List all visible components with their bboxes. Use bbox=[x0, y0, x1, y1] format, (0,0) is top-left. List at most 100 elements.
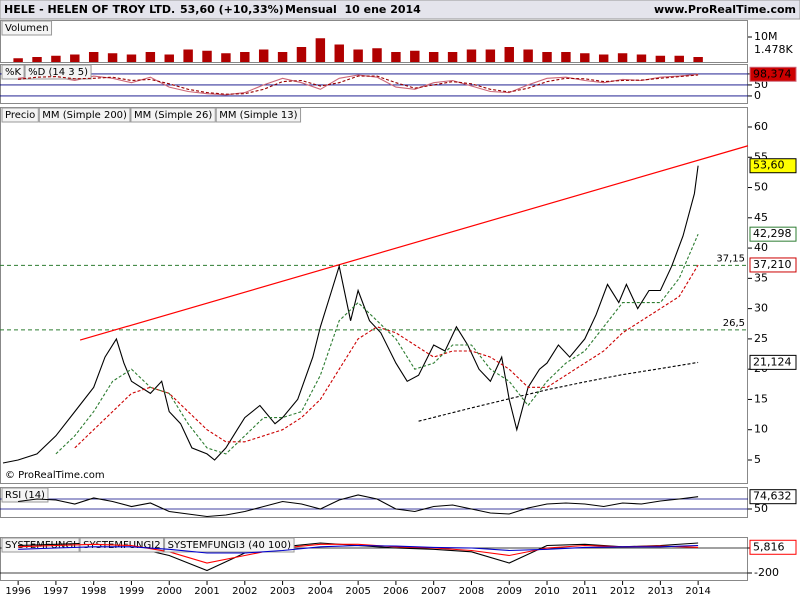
volume-bar bbox=[391, 52, 401, 62]
legend-box bbox=[1, 107, 39, 123]
panel bbox=[0, 537, 748, 581]
panel bbox=[0, 20, 748, 63]
trendline bbox=[79, 145, 749, 341]
last-value-label: 53,60 bbox=[753, 159, 785, 172]
volume-bar bbox=[617, 53, 628, 62]
y-tick-label: 10M bbox=[754, 30, 778, 43]
legend-entry: %D (14 3 5) bbox=[28, 67, 88, 78]
volume-bar bbox=[693, 57, 703, 62]
volume-bar bbox=[145, 52, 156, 62]
panel bbox=[0, 107, 748, 484]
x-tick-label: 2003 bbox=[270, 586, 295, 597]
x-tick-label: 1997 bbox=[43, 586, 68, 597]
volume-bar bbox=[70, 54, 80, 62]
y-tick-label: 60 bbox=[754, 120, 768, 133]
y-tick-label: -200 bbox=[754, 566, 779, 579]
y-tick-label: 15 bbox=[754, 392, 768, 405]
x-tick-label: 2011 bbox=[572, 586, 597, 597]
volume-bar bbox=[410, 50, 420, 62]
x-tick-label: 2008 bbox=[459, 586, 484, 597]
volume-bar bbox=[655, 55, 666, 62]
volume-bar bbox=[13, 58, 23, 62]
y-tick-label: 45 bbox=[754, 211, 768, 224]
legend-box bbox=[215, 107, 302, 123]
last-value-box bbox=[749, 354, 797, 370]
x-tick-label: 2009 bbox=[497, 586, 522, 597]
volume-bar bbox=[221, 53, 231, 62]
x-tick-label: 2004 bbox=[308, 586, 333, 597]
volume-bar bbox=[674, 55, 684, 62]
volume-bar bbox=[466, 49, 477, 62]
legend-entry: %K bbox=[5, 67, 22, 78]
y-tick-label: 35 bbox=[754, 271, 768, 284]
volume-bar bbox=[315, 38, 326, 62]
volume-bar bbox=[51, 55, 61, 62]
y-tick-label: 5 bbox=[754, 453, 761, 466]
legend-entry: MM (Simple 26) bbox=[134, 110, 212, 121]
volume-bar bbox=[561, 52, 571, 62]
y-tick-label: 10 bbox=[754, 423, 768, 436]
last-value-box bbox=[749, 158, 797, 174]
volume-last: 1.478K bbox=[754, 43, 793, 56]
header-site: www.ProRealTime.com bbox=[654, 3, 796, 16]
volume-bar bbox=[32, 57, 42, 62]
series-line bbox=[18, 544, 699, 554]
last-value-label: 37,210 bbox=[753, 258, 792, 271]
volume-bar bbox=[485, 49, 496, 62]
panel bbox=[0, 64, 748, 104]
volume-bar bbox=[296, 47, 307, 62]
x-tick-label: 2010 bbox=[534, 586, 559, 597]
last-value-label: 5,816 bbox=[753, 540, 785, 553]
y-tick-label: 0 bbox=[754, 89, 761, 102]
level-label: 26,5 bbox=[723, 318, 745, 329]
volume-bar bbox=[636, 54, 647, 62]
legend-entry: SYSTEMFUNGI3 (40 100) bbox=[168, 540, 292, 551]
volume-bar bbox=[88, 52, 99, 62]
legend-box bbox=[164, 537, 295, 553]
legend-box bbox=[38, 107, 131, 123]
y-tick-label: 40 bbox=[754, 241, 768, 254]
legend-box bbox=[24, 64, 92, 80]
volume-bar bbox=[240, 52, 250, 62]
series-line bbox=[18, 494, 699, 518]
x-tick-label: 2007 bbox=[421, 586, 446, 597]
y-tick-label: 50 bbox=[754, 502, 768, 515]
last-value-label: 98,374 bbox=[753, 67, 792, 80]
y-tick-label: 50 bbox=[754, 181, 768, 194]
series-line bbox=[2, 165, 699, 464]
volume-bar bbox=[202, 50, 212, 62]
volume-bar bbox=[353, 49, 363, 62]
x-tick-label: 2014 bbox=[685, 586, 710, 597]
series-line bbox=[18, 73, 699, 96]
volume-bar bbox=[523, 49, 533, 62]
x-tick-label: 2006 bbox=[383, 586, 408, 597]
level-label: 37,15 bbox=[716, 253, 745, 264]
legend-entry: MM (Simple 200) bbox=[42, 110, 127, 121]
volume-bar bbox=[164, 54, 174, 62]
volume-bar bbox=[504, 47, 514, 62]
volume-bar bbox=[372, 48, 382, 62]
legend-entry: MM (Simple 13) bbox=[219, 110, 297, 121]
last-value-label: 42,298 bbox=[753, 227, 792, 240]
header-title: HELE - HELEN OF TROY LTD. bbox=[4, 3, 175, 16]
legend-box bbox=[1, 64, 25, 80]
x-tick-label: 1999 bbox=[119, 586, 144, 597]
x-tick-label: 2005 bbox=[345, 586, 370, 597]
legend-box bbox=[130, 107, 216, 123]
volume-bar bbox=[107, 53, 118, 62]
x-tick-label: 2013 bbox=[648, 586, 673, 597]
last-value-box bbox=[749, 226, 797, 242]
volume-bar bbox=[126, 54, 137, 62]
series-line bbox=[55, 233, 699, 455]
volume-bar bbox=[447, 52, 458, 62]
y-tick-label: 30 bbox=[754, 302, 768, 315]
last-value-label: 74,632 bbox=[753, 490, 792, 503]
last-value-box bbox=[749, 257, 797, 273]
x-tick-label: 2012 bbox=[610, 586, 635, 597]
watermark: © ProRealTime.com bbox=[5, 470, 105, 481]
series-line bbox=[18, 74, 699, 95]
header-quote: 53,60 (+10,33%) bbox=[180, 3, 284, 16]
volume-bar bbox=[183, 49, 193, 62]
